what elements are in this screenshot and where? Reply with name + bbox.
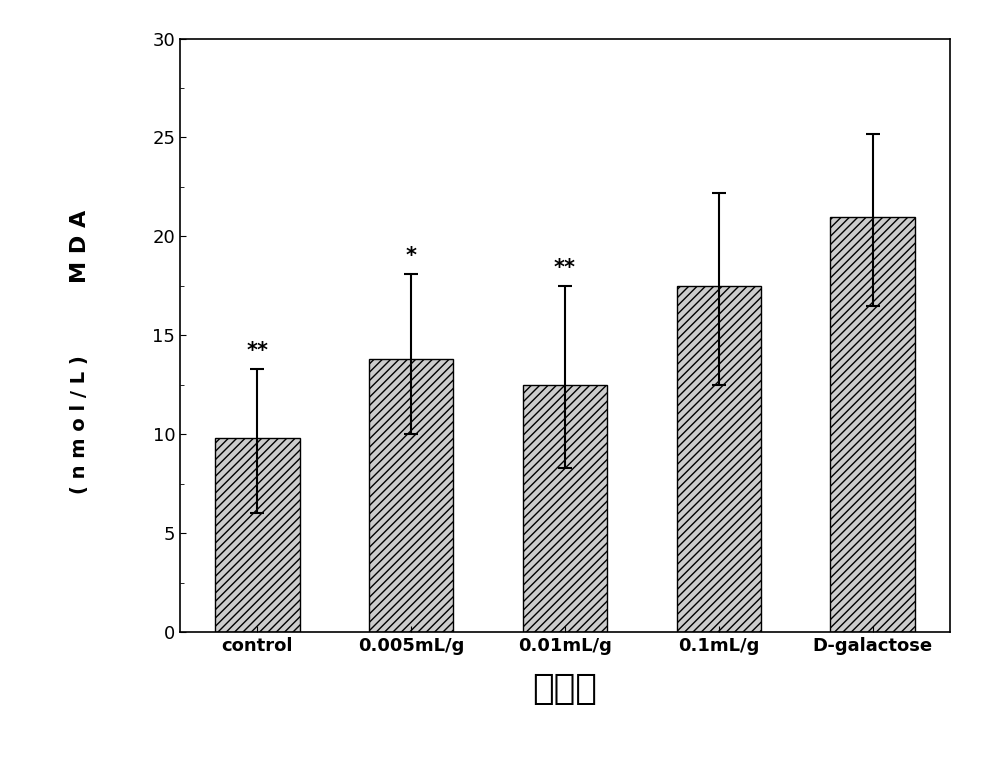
Bar [830,217,915,632]
Text: **: ** [246,341,268,361]
Bar [523,385,607,632]
Text: **: ** [554,258,576,278]
Text: ( n m o l / L ): ( n m o l / L ) [70,355,89,493]
Bar [369,359,453,632]
Text: M D A: M D A [70,210,90,283]
Text: *: * [406,246,417,266]
Bar [677,286,761,632]
Bar [215,438,300,632]
X-axis label: 分　组: 分 组 [533,672,597,705]
